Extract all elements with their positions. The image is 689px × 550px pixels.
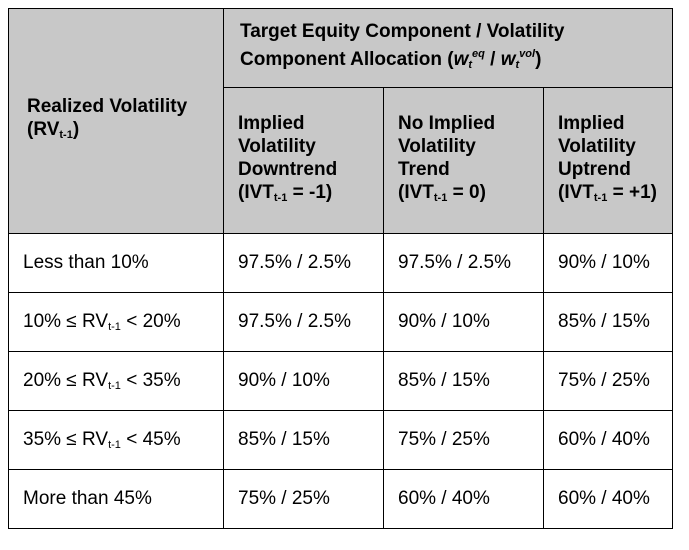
rv-title: Realized Volatility [27,96,188,117]
header-no-iv-trend: No Implied Volatility Trend (IVTt-1 = 0) [383,87,544,234]
allocation-cell: 97.5% / 2.5% [223,233,384,293]
rv-range-cell: More than 45% [8,469,224,529]
table-row: 35% ≤ RVt-1 < 45% 85% / 15% 75% / 25% 60% /… [8,410,673,470]
allocation-cell: 60% / 40% [543,410,673,470]
allocation-cell: 90% / 10% [223,351,384,411]
allocation-cell: 85% / 15% [543,292,673,352]
rv-range-cell: 10% ≤ RVt-1 < 20% [8,292,224,352]
allocation-cell: 97.5% / 2.5% [383,233,544,293]
table-row: Less than 10% 97.5% / 2.5% 97.5% / 2.5% 90%… [8,233,673,293]
allocation-cell: 90% / 10% [383,292,544,352]
table-row: 20% ≤ RVt-1 < 35% 90% / 10% 85% / 15% 75% /… [8,351,673,411]
allocation-cell: 85% / 15% [223,410,384,470]
allocation-table: Realized Volatility (RVt-1) Target Equit… [8,8,673,529]
rv-range-cell: 20% ≤ RVt-1 < 35% [8,351,224,411]
rv-range-cell: 35% ≤ RVt-1 < 45% [8,410,224,470]
allocation-cell: 75% / 25% [543,351,673,411]
allocation-cell: 60% / 40% [383,469,544,529]
header-iv-downtrend: Implied Volatility Downtrend (IVTt-1 = -… [223,87,384,234]
allocation-cell: 90% / 10% [543,233,673,293]
header-iv-uptrend: Implied Volatility Uptrend (IVTt-1 = +1) [543,87,673,234]
rv-range-cell: Less than 10% [8,233,224,293]
allocation-cell: 97.5% / 2.5% [223,292,384,352]
allocation-cell: 60% / 40% [543,469,673,529]
header-realized-volatility: Realized Volatility (RVt-1) [8,8,224,234]
allocation-cell: 85% / 15% [383,351,544,411]
allocation-cell: 75% / 25% [223,469,384,529]
table-row: 10% ≤ RVt-1 < 20% 97.5% / 2.5% 90% / 10% 85… [8,292,673,352]
header-target-allocation: Target Equity Component / Volatility Com… [223,8,673,88]
allocation-cell: 75% / 25% [383,410,544,470]
table-row: More than 45% 75% / 25% 60% / 40% 60% / 40% [8,469,673,529]
